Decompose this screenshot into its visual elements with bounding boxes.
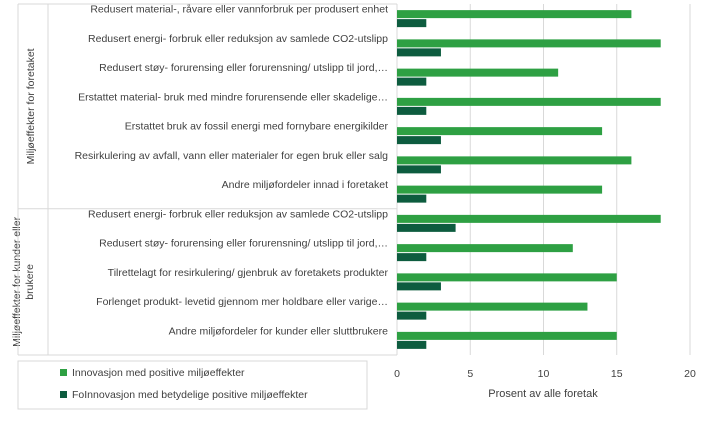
legend-label-innovasjon: Innovasjon med positive miljøeffekter bbox=[72, 367, 245, 379]
legend-frame bbox=[17, 360, 368, 410]
category-label-12: Andre miljøfordeler for kunder eller slu… bbox=[169, 325, 389, 337]
category-label-2: Redusert energi- forbruk eller reduksjon… bbox=[88, 33, 388, 45]
bar-innovasjon-1 bbox=[397, 10, 632, 19]
category-label-9: Redusert støy- forurensing eller foruren… bbox=[99, 238, 388, 250]
legend-swatch-foinnovasjon bbox=[60, 391, 67, 398]
bar-innovasjon-12 bbox=[397, 331, 617, 340]
bar-foinnovasjon-9 bbox=[397, 253, 427, 262]
bar-innovasjon-4 bbox=[397, 97, 661, 106]
category-label-5: Erstattet bruk av fossil energi med forn… bbox=[125, 121, 389, 133]
bar-innovasjon-5 bbox=[397, 127, 603, 136]
category-label-6: Resirkulering av avfall, vann eller mate… bbox=[75, 150, 389, 162]
bar-foinnovasjon-12 bbox=[397, 340, 427, 349]
x-tick-label-10: 10 bbox=[538, 368, 550, 380]
group-label-1: Miljøeffekter for foretaket bbox=[25, 48, 37, 164]
bar-foinnovasjon-11 bbox=[397, 311, 427, 320]
bar-foinnovasjon-4 bbox=[397, 106, 427, 115]
bar-foinnovasjon-10 bbox=[397, 282, 441, 291]
bar-innovasjon-11 bbox=[397, 302, 588, 311]
legend-label-foinnovasjon: FoInnovasjon med betydelige positive mil… bbox=[72, 389, 308, 401]
bar-foinnovasjon-6 bbox=[397, 165, 441, 174]
category-label-10: Tilrettelagt for resirkulering/ gjenbruk… bbox=[108, 267, 389, 279]
category-label-3: Redusert støy- forurensing eller foruren… bbox=[99, 62, 388, 74]
legend: Innovasjon med positive miljøeffekter Fo… bbox=[17, 360, 368, 410]
bars bbox=[397, 10, 661, 349]
x-axis-title: Prosent av alle foretak bbox=[488, 388, 598, 400]
category-label-1: Redusert material-, råvare eller vannfor… bbox=[90, 4, 388, 16]
category-label-4: Erstattet material- bruk med mindre foru… bbox=[78, 91, 388, 103]
bar-innovasjon-3 bbox=[397, 68, 559, 77]
group-labels: Miljøeffekter for foretaket Miljøeffekter… bbox=[11, 3, 397, 356]
bar-innovasjon-7 bbox=[397, 185, 603, 194]
x-tick-label-20: 20 bbox=[684, 368, 696, 380]
legend-swatch-innovasjon bbox=[60, 369, 67, 376]
bar-foinnovasjon-7 bbox=[397, 194, 427, 203]
bar-innovasjon-10 bbox=[397, 273, 617, 282]
group-label-2-line2: brukere bbox=[24, 264, 36, 300]
group-label-2: Miljøeffekter for kunder eller bbox=[11, 216, 23, 346]
category-labels: Redusert material-, råvare eller vannfor… bbox=[75, 4, 389, 338]
category-label-8: Redusert energi- forbruk eller reduksjon… bbox=[88, 208, 388, 220]
x-tick-label-15: 15 bbox=[611, 368, 623, 380]
bar-foinnovasjon-1 bbox=[397, 19, 427, 28]
bar-foinnovasjon-5 bbox=[397, 136, 441, 145]
bar-innovasjon-2 bbox=[397, 39, 661, 48]
bar-foinnovasjon-3 bbox=[397, 77, 427, 86]
x-axis: 0 5 10 15 20 bbox=[394, 368, 696, 380]
category-label-7: Andre miljøfordeler innad i foretaket bbox=[222, 179, 388, 191]
bar-innovasjon-8 bbox=[397, 214, 661, 223]
bar-foinnovasjon-8 bbox=[397, 223, 456, 232]
x-tick-label-0: 0 bbox=[394, 368, 400, 380]
grid-lines bbox=[396, 4, 691, 355]
bar-innovasjon-9 bbox=[397, 244, 573, 253]
category-label-11: Forlenget produkt- levetid gjennom mer h… bbox=[96, 296, 388, 308]
x-tick-label-5: 5 bbox=[467, 368, 473, 380]
bar-foinnovasjon-2 bbox=[397, 48, 441, 57]
bar-innovasjon-6 bbox=[397, 156, 632, 165]
